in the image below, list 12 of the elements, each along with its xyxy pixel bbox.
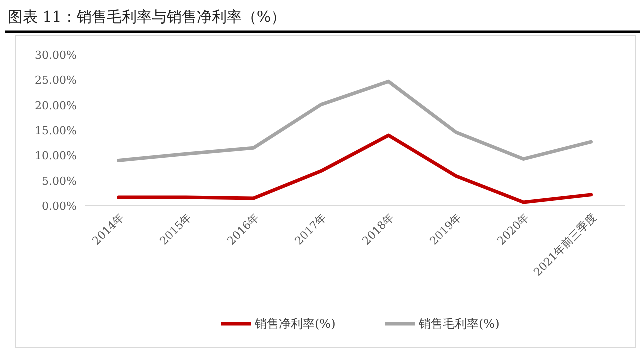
y-tick-label: 15.00%: [35, 124, 77, 138]
y-tick-label: 10.00%: [35, 150, 77, 163]
legend-label: 销售毛利率(%): [418, 317, 500, 331]
y-tick-label: 0.00%: [42, 200, 77, 213]
y-tick-label: 30.00%: [35, 49, 77, 62]
line-series: [117, 134, 593, 204]
line-series: [117, 80, 593, 162]
y-tick-label: 20.00%: [35, 99, 77, 112]
title: 图表 11：销售毛利率与销售净利率（%）: [8, 8, 286, 26]
y-tick-label: 25.00%: [35, 74, 77, 88]
y-tick-label: 5.00%: [42, 174, 77, 188]
legend-label: 销售净利率(%): [254, 317, 336, 331]
